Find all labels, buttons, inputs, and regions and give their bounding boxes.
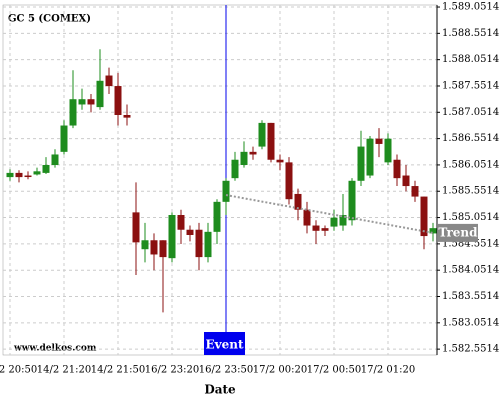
event-label-box	[204, 332, 245, 355]
candle-body	[6, 172, 14, 178]
y-tick-label: 1.588.0514	[442, 54, 499, 65]
candle-body	[114, 86, 122, 115]
candle-body	[249, 151, 257, 155]
x-tick-label: 16/2 23:50	[199, 365, 253, 376]
candle-body	[150, 240, 158, 255]
candle-body	[267, 122, 275, 160]
candle-body	[357, 146, 365, 181]
candle-body	[258, 122, 266, 147]
candle-body	[123, 115, 131, 118]
candle-body	[168, 215, 176, 259]
candle-body	[132, 212, 140, 243]
candle-body	[15, 172, 23, 178]
y-tick-label: 1.585.0514	[442, 212, 499, 223]
candle-body	[96, 80, 104, 108]
x-tick-label: 17/2 00:50	[307, 365, 361, 376]
y-tick-label: 1.582.5514	[442, 344, 499, 355]
y-tick-label: 1.583.0514	[442, 317, 499, 328]
candle-body	[420, 196, 428, 237]
x-tick-label: 14/2 21:20	[37, 365, 91, 376]
candle-body	[177, 215, 185, 230]
candle-body	[384, 138, 392, 163]
candle-body	[78, 99, 86, 105]
candle-body	[51, 154, 59, 165]
chart-title: GC 5 (COMEX)	[8, 14, 91, 25]
y-tick-label: 1.583.5514	[442, 291, 499, 302]
candle-body	[204, 231, 212, 258]
x-tick-label: 14/2 21:50	[91, 365, 145, 376]
candle-body	[429, 228, 437, 234]
y-tick-label: 1.584.0514	[442, 265, 499, 276]
candle-body	[285, 162, 293, 200]
plot-area	[2, 4, 438, 356]
x-axis-label: Date	[204, 383, 236, 397]
y-tick-label: 1.586.0514	[442, 159, 499, 170]
candle-body	[393, 159, 401, 179]
y-tick-label: 1.587.0514	[442, 107, 499, 118]
y-tick-label: 1.586.5514	[442, 133, 499, 144]
candle-body	[105, 75, 113, 87]
candle-body	[42, 165, 50, 173]
candle-body	[411, 186, 419, 197]
candle-body	[33, 171, 41, 175]
candle-body	[60, 125, 68, 152]
candle-body	[276, 159, 284, 163]
watermark: www.delkos.com	[13, 344, 97, 354]
candle-body	[69, 99, 77, 126]
x-tick-label: 16/2 23:20	[145, 365, 199, 376]
candle-body	[402, 175, 410, 187]
candle-body	[195, 229, 203, 258]
candle-body	[312, 225, 320, 231]
candle-body	[159, 240, 167, 258]
candle-body	[339, 215, 347, 226]
candle-body	[348, 180, 356, 221]
candle-body	[213, 201, 221, 232]
y-tick-label: 1.584.5514	[442, 238, 499, 249]
candle-body	[240, 151, 248, 165]
trend-line	[225, 194, 434, 234]
candle-body	[186, 229, 194, 235]
trend-label: Trend	[438, 225, 478, 239]
y-tick-label: 1.589.0514	[442, 2, 499, 13]
candle-body	[321, 228, 329, 231]
candle-body	[87, 99, 95, 105]
candle-body	[294, 193, 302, 210]
candle-body	[222, 180, 230, 202]
candle-body	[303, 209, 311, 226]
candle-body	[231, 159, 239, 179]
trend-label-box	[438, 223, 478, 242]
candle-body	[24, 175, 32, 178]
y-tick-label: 1.587.5514	[442, 80, 499, 91]
candle-body	[141, 240, 149, 250]
y-tick-label: 1.585.5514	[442, 186, 499, 197]
x-tick-label: 17/2 01:20	[361, 365, 415, 376]
event-label: Event	[205, 338, 243, 352]
x-tick-label: 14/2 20:50	[0, 365, 37, 376]
candle-body	[366, 138, 374, 176]
candle-body	[375, 138, 383, 144]
y-tick-label: 1.588.5514	[442, 28, 499, 39]
x-tick-label: 17/2 00:20	[253, 365, 307, 376]
candle-body	[330, 217, 338, 227]
